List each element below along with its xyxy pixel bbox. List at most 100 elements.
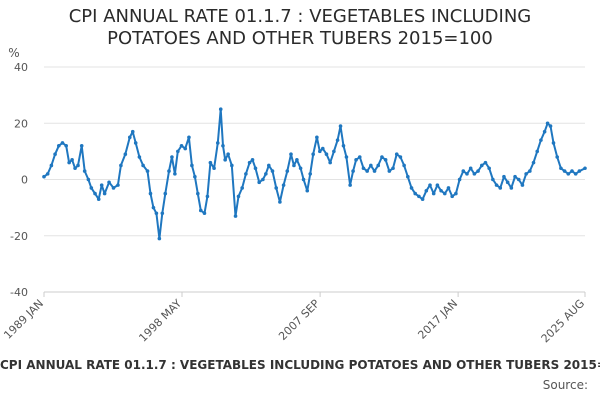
data-point [545,121,550,126]
data-point [116,183,120,187]
data-point [402,163,406,168]
data-point [190,163,194,168]
data-point [542,129,547,134]
data-point [230,163,234,168]
data-point [193,174,197,179]
data-point [513,174,517,179]
data-point [154,211,159,216]
data-point [548,124,553,128]
data-point [338,124,343,128]
data-point [344,155,349,159]
data-point [274,186,278,190]
data-point [45,172,50,176]
data-point [247,160,252,165]
chart-title-line-1: CPI ANNUAL RATE 01.1.7 : VEGETABLES INCL… [68,6,532,27]
data-point [123,152,128,156]
data-point [516,177,521,182]
data-point [417,194,421,199]
data-point [479,163,484,168]
data-point [218,107,223,111]
chart-title: CPI ANNUAL RATE 01.1.7 : VEGETABLES INCL… [0,6,600,50]
data-point [76,163,80,168]
data-point [236,194,241,199]
data-point [53,152,57,156]
data-point [351,169,355,173]
data-point [487,166,491,171]
data-point [82,169,87,173]
data-point [196,191,200,196]
data-point [398,155,403,159]
data-point [163,191,168,196]
data-point [107,180,111,185]
data-point [332,149,336,154]
data-point [535,149,540,154]
data-point [348,183,352,187]
data-point [357,155,362,159]
data-point [483,160,488,165]
data-point [318,149,322,154]
data-point [505,180,510,185]
data-point [531,160,536,165]
data-point [173,172,177,176]
data-point [167,169,171,173]
data-point [551,141,556,145]
data-point [315,135,319,140]
data-point [491,177,495,182]
data-point [111,186,116,190]
data-point [431,191,436,196]
data-point [244,172,248,176]
data-point [308,172,313,176]
data-point [570,169,574,173]
data-point [450,194,454,199]
data-point [119,163,123,168]
data-point [369,163,373,168]
y-tick-label: 40 [14,61,28,74]
data-point [498,186,503,190]
data-point [179,143,184,148]
series-line [43,108,586,240]
data-point [64,143,68,148]
data-point [365,169,369,173]
data-point [406,174,410,179]
data-point [387,169,392,173]
x-tick-label: 2007 SEP [276,297,322,343]
data-point [289,152,293,156]
data-point [468,166,473,171]
data-point [562,169,567,173]
data-point [391,166,395,171]
source-label: Source: [542,378,588,392]
y-tick-label: 20 [14,117,28,130]
data-point [160,211,165,216]
data-point [439,188,443,193]
data-point [264,172,268,176]
data-point [435,183,440,187]
data-point [559,166,563,171]
data-point [99,183,104,187]
data-point [60,141,65,145]
data-point [577,169,582,173]
y-tick-label: 0 [21,174,28,187]
data-point [454,191,458,196]
data-point [328,160,332,165]
data-point [305,188,310,193]
data-point [528,169,532,173]
data-point [442,191,447,196]
data-point [424,188,429,193]
data-point [86,177,91,182]
data-point [49,163,54,168]
data-point [446,186,451,190]
data-point [176,149,180,154]
data-point [476,169,480,173]
data-point [583,166,587,171]
data-point [89,186,94,190]
data-point [205,194,210,199]
data-point [157,236,162,241]
data-point [151,205,156,210]
data-point [261,177,265,182]
data-point [250,158,255,162]
data-point [102,191,107,196]
data-point [409,186,414,190]
data-point [465,172,469,176]
data-point [566,172,571,176]
data-point [253,166,258,171]
